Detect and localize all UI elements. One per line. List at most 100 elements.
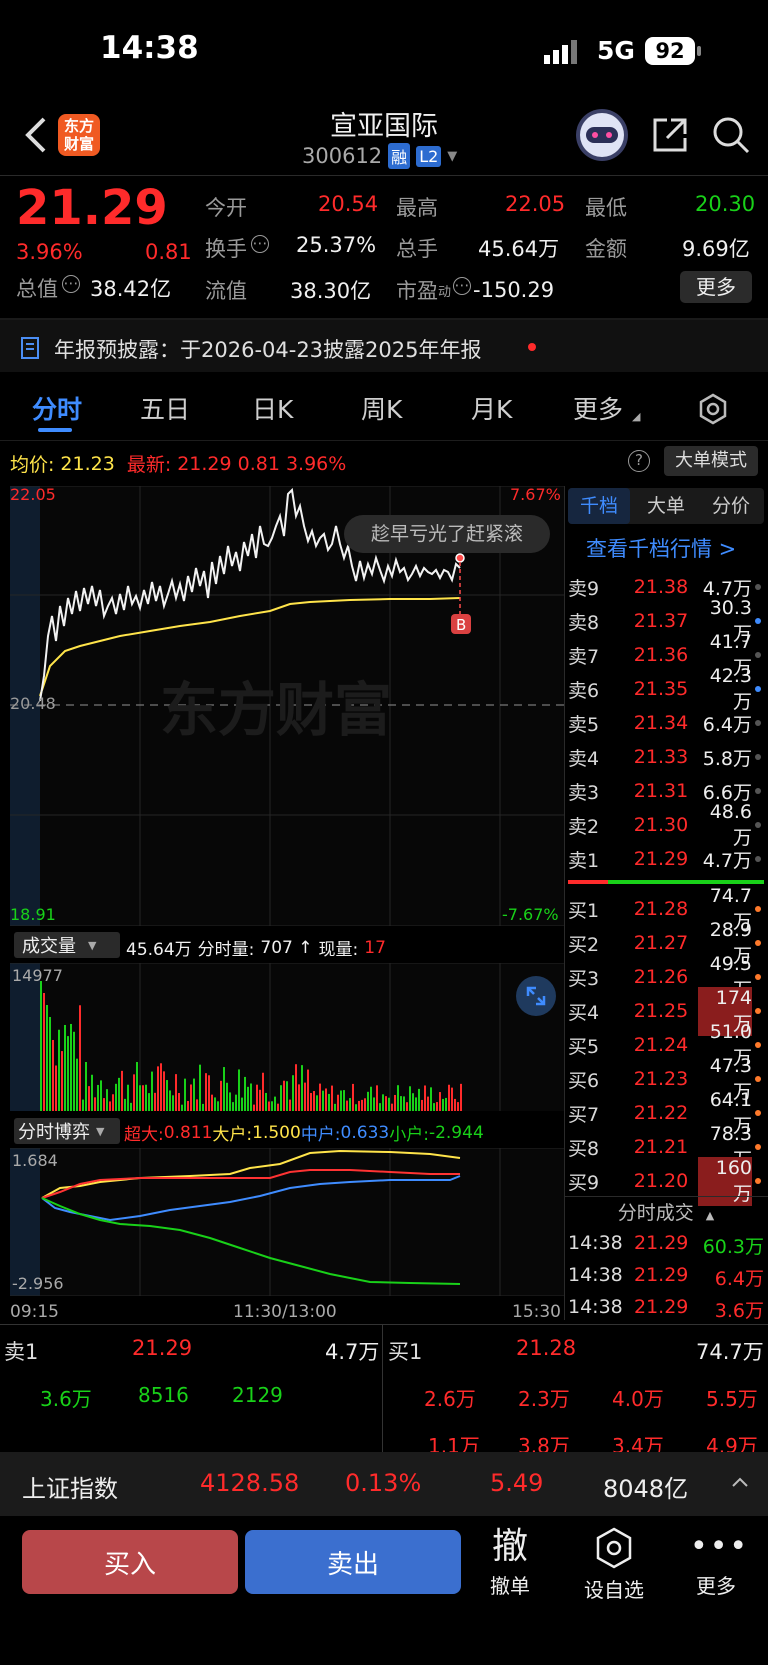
side-tab-price-dist[interactable]: 分价 xyxy=(711,495,750,517)
info-icon[interactable]: ⋯ xyxy=(453,276,472,295)
open-label: 今开 xyxy=(205,196,247,220)
tab-day-k[interactable]: 日K xyxy=(252,395,294,424)
volume-bar xyxy=(373,1097,375,1111)
tab-intraday[interactable]: 分时 xyxy=(32,395,83,424)
volume-bar xyxy=(160,1063,162,1111)
sell-button[interactable]: 卖出 xyxy=(245,1530,461,1594)
last-price: 21.29 xyxy=(16,180,168,236)
more-button[interactable]: 更多 xyxy=(680,271,752,303)
intraday-chart[interactable]: 东方财富 B 22.05 20.48 18.91 7.67% -7.67% xyxy=(10,486,564,926)
ask-row[interactable]: 卖1 21.29 4.7万 xyxy=(568,842,764,876)
ask-row[interactable]: 卖8 21.37 30.3万 xyxy=(568,597,764,645)
cancel-order-button[interactable]: 撤 撤单 xyxy=(480,1524,540,1604)
tab-week-k[interactable]: 周K xyxy=(361,395,403,424)
fund-flow-chart[interactable]: 1.684 -2.956 xyxy=(10,1148,564,1296)
ask-marker-dot xyxy=(755,822,761,828)
volume-bar xyxy=(58,1029,60,1111)
info-icon[interactable]: ⋯ xyxy=(62,274,80,293)
volume-bar xyxy=(43,993,45,1111)
volume-chart[interactable]: 14977 xyxy=(10,963,564,1111)
stock-code-row[interactable]: 300612 融 L2 ▼ xyxy=(302,143,457,169)
side-tab-depth[interactable]: 千档 xyxy=(568,488,630,524)
ask-marker-dot xyxy=(755,720,761,726)
buy-button[interactable]: 买入 xyxy=(22,1530,238,1594)
queue-buy-item: 4.0万 xyxy=(612,1387,664,1411)
big-order-mode-button[interactable]: 大单模式 xyxy=(664,446,758,476)
comment-bubble[interactable]: 趁早亏光了赶紧滚 xyxy=(344,515,550,553)
info-icon[interactable]: ⋯ xyxy=(251,234,269,253)
bid-volume: 47.3万 xyxy=(709,1054,752,1103)
volume-bar xyxy=(304,1082,306,1111)
ask-row[interactable]: 卖6 21.35 42.3万 xyxy=(568,665,764,713)
ask-row[interactable]: 卖3 21.31 6.6万 xyxy=(568,774,764,808)
turnover-label: 换手 xyxy=(205,237,247,261)
volume-bar xyxy=(337,1094,339,1111)
bid-row[interactable]: 买2 21.27 28.9万 xyxy=(568,919,764,967)
expand-icon[interactable] xyxy=(516,976,556,1016)
volume-bar xyxy=(244,1076,246,1111)
volume-bar xyxy=(124,1098,126,1111)
notice-text[interactable]: 年报预披露：于2026-04-23披露2025年年报 xyxy=(54,338,482,362)
change-amount: 0.81 xyxy=(145,240,192,264)
back-icon[interactable] xyxy=(22,115,52,155)
ask-row[interactable]: 卖2 21.30 48.6万 xyxy=(568,801,764,849)
ask-price: 21.34 xyxy=(633,712,689,734)
bid-row[interactable]: 买7 21.22 64.1万 xyxy=(568,1089,764,1137)
notice-bar[interactable] xyxy=(0,320,768,372)
volume-bar xyxy=(358,1100,360,1111)
volume-label: 总手 xyxy=(396,237,438,261)
robot-avatar-icon[interactable] xyxy=(576,109,628,161)
bid-volume: 160万 xyxy=(698,1156,752,1206)
volume-bar xyxy=(259,1089,261,1111)
bid-row[interactable]: 买9 21.20 160万 xyxy=(568,1156,764,1206)
volume-bar xyxy=(421,1099,423,1111)
ask-row[interactable]: 卖9 21.38 4.7万 xyxy=(568,570,764,604)
tab-five-day[interactable]: 五日 xyxy=(140,395,191,424)
bid-price: 21.23 xyxy=(633,1068,689,1090)
help-icon[interactable]: ? xyxy=(628,450,650,472)
tab-more[interactable]: 更多 xyxy=(573,395,624,424)
volume-bar xyxy=(91,1074,93,1111)
ticks-header[interactable]: 分时成交 ▲ xyxy=(568,1198,764,1225)
view-depth-link[interactable]: 查看千档行情 > xyxy=(586,537,737,561)
bid-row[interactable]: 买6 21.23 47.3万 xyxy=(568,1055,764,1103)
volume-dropdown[interactable]: 成交量 ▼ xyxy=(14,932,120,958)
ask-volume: 6.4万 xyxy=(702,713,752,736)
queue-sell-item: 2129 xyxy=(232,1383,283,1407)
ask-price: 21.37 xyxy=(633,610,689,632)
bid-row[interactable]: 买1 21.28 74.7万 xyxy=(568,885,764,933)
ask-row[interactable]: 卖7 21.36 41.7万 xyxy=(568,631,764,679)
tick-volume: 60.3万 xyxy=(702,1236,764,1258)
queue-buy-label: 买1 xyxy=(388,1340,423,1364)
volume-bar xyxy=(235,1094,237,1111)
chevron-up-icon[interactable] xyxy=(730,1472,750,1492)
ticks-header-label: 分时成交 xyxy=(617,1202,694,1224)
volume-bar xyxy=(298,1084,300,1111)
volume-bar xyxy=(52,1039,54,1111)
volume-bar xyxy=(148,1093,150,1111)
buy-marker-b: B xyxy=(456,616,466,634)
ask-price: 21.31 xyxy=(633,780,689,802)
bid-row[interactable]: 买4 21.25 174万 xyxy=(568,986,764,1036)
ask-row[interactable]: 卖5 21.34 6.4万 xyxy=(568,706,764,740)
bid-row[interactable]: 买5 21.24 51.0万 xyxy=(568,1021,764,1069)
index-value: 4128.58 xyxy=(200,1469,300,1497)
add-watchlist-button[interactable]: 设自选 xyxy=(578,1524,650,1604)
side-tab-big-order[interactable]: 大单 xyxy=(646,495,685,517)
pct-min-label: -7.67% xyxy=(502,905,559,924)
more-actions-button[interactable]: ••• 更多 xyxy=(690,1524,747,1604)
volume-bar xyxy=(190,1084,192,1111)
pe-row: 市盈 动 ⋯ -150.29 xyxy=(396,275,554,305)
gear-icon[interactable] xyxy=(697,393,729,425)
logo-text-1: 东方 xyxy=(63,117,94,135)
tab-month-k[interactable]: 月K xyxy=(471,395,513,424)
share-icon[interactable] xyxy=(651,116,689,154)
volume-bar xyxy=(325,1088,327,1111)
index-bar[interactable] xyxy=(0,1452,768,1516)
ask-row[interactable]: 卖4 21.33 5.8万 xyxy=(568,740,764,774)
search-icon[interactable] xyxy=(711,115,751,155)
queue-sell-vol: 4.7万 xyxy=(325,1340,380,1364)
chevron-down-icon: ▼ xyxy=(88,938,97,952)
game-dropdown[interactable]: 分时博弈 ▼ xyxy=(14,1118,120,1144)
